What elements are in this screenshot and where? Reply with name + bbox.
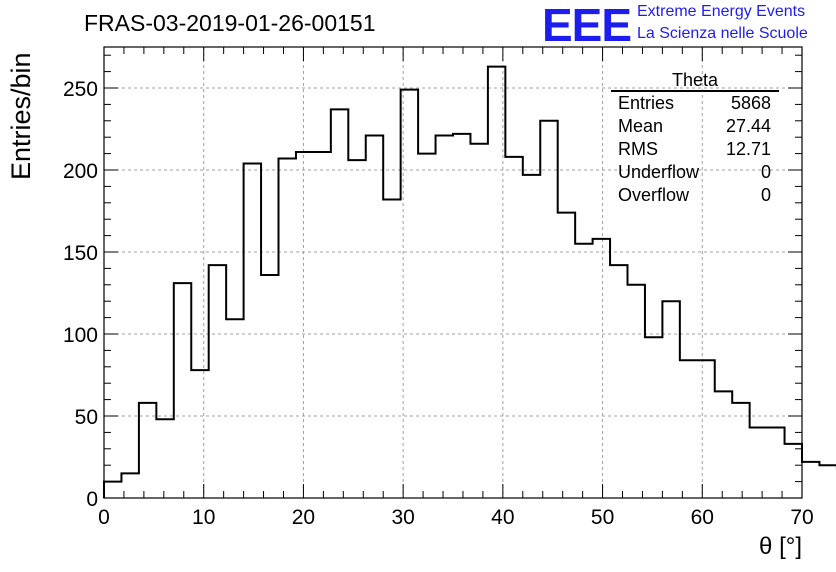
histogram-bin [593, 239, 610, 498]
y-tick-label: 0 [86, 488, 98, 511]
stats-value: 0 [760, 185, 771, 205]
histogram-bin [156, 419, 173, 498]
y-tick-label: 150 [63, 242, 98, 265]
histogram-bin [366, 136, 383, 498]
histogram-bin [715, 391, 732, 498]
stats-row-rms: RMS 12.71 [611, 138, 779, 161]
stats-label: Entries [618, 93, 675, 113]
x-tick-label: 70 [790, 506, 813, 529]
y-tick-label: 100 [63, 324, 98, 347]
histogram-bin [244, 163, 261, 498]
histogram-bin [436, 136, 453, 498]
grid-lines [104, 47, 802, 498]
histogram-bin [523, 175, 540, 498]
axes: 0 10 20 30 40 50 60 70 0 50 100 150 200 250 [63, 46, 814, 529]
stats-value: 27.44 [725, 116, 771, 136]
histogram-bin [802, 462, 819, 498]
x-tick-label: 40 [491, 506, 514, 529]
stats-value: 0 [760, 162, 771, 182]
stats-box: Theta Entries 5868 Mean 27.44 RMS 12.71 … [611, 70, 779, 207]
eee-logo: EEE [542, 0, 632, 51]
x-tick-label: 20 [292, 506, 315, 529]
histogram-bin [732, 403, 749, 498]
stats-row-overflow: Overflow 0 [611, 184, 779, 207]
histogram-bin [540, 121, 557, 498]
x-tick-label: 10 [192, 506, 215, 529]
histogram-bin [331, 109, 348, 498]
histogram-bin [209, 265, 226, 498]
logo-tagline-2: La Scienza nelle Scuole [637, 25, 808, 42]
histogram-bin [348, 160, 365, 498]
histogram-bin [313, 152, 330, 498]
x-axis-label: θ [°] [759, 533, 802, 560]
histogram-series [103, 65, 836, 498]
histogram-bin [697, 360, 714, 498]
histogram-bin [662, 301, 679, 498]
histogram-bin [226, 319, 243, 498]
x-tick-label: 0 [98, 506, 110, 529]
histogram-bin [383, 200, 400, 498]
histogram-bin [505, 157, 522, 498]
histogram-bin [261, 275, 278, 498]
logo-tagline-1: Extreme Energy Events [637, 3, 806, 20]
histogram-bin [575, 244, 592, 498]
x-tick-label: 50 [591, 506, 614, 529]
histogram-bin [174, 283, 191, 498]
histogram-bin [610, 265, 627, 498]
stats-value: 5868 [730, 93, 771, 113]
chart-title: FRAS-03-2019-01-26-00151 [84, 10, 376, 36]
stats-row-entries: Entries 5868 [611, 92, 779, 115]
histogram-bin [645, 337, 662, 498]
histogram-bin [104, 482, 121, 498]
histogram-bin [418, 154, 435, 498]
histogram-bin [296, 152, 313, 498]
x-tick-label: 30 [391, 506, 414, 529]
histogram-bin [453, 134, 470, 498]
histogram-bin [767, 427, 784, 498]
histogram-bin [558, 213, 575, 498]
stats-label: Underflow [618, 162, 700, 182]
histogram-bin [191, 370, 208, 498]
histogram-bin [819, 465, 836, 498]
histogram-bin [279, 159, 296, 498]
histogram-outline [103, 65, 836, 498]
stats-title: Theta [611, 70, 779, 92]
stats-label: Overflow [618, 185, 690, 205]
histogram-bin [785, 444, 802, 498]
y-tick-label: 50 [75, 406, 98, 429]
stats-row-mean: Mean 27.44 [611, 115, 779, 138]
histogram-bin [628, 285, 645, 498]
y-axis-label: Entries/bin [6, 52, 36, 180]
histogram-bin [139, 403, 156, 498]
x-tick-label: 60 [691, 506, 714, 529]
stats-label: RMS [618, 139, 658, 159]
histogram-bin [680, 360, 697, 498]
histogram-bin [750, 427, 767, 498]
stats-row-underflow: Underflow 0 [611, 161, 779, 184]
y-tick-label: 200 [63, 160, 98, 183]
stats-value: 12.71 [725, 139, 771, 159]
plot-frame [103, 46, 803, 499]
histogram-bin [470, 144, 487, 498]
y-tick-label: 250 [63, 78, 98, 101]
stats-label: Mean [618, 116, 664, 136]
